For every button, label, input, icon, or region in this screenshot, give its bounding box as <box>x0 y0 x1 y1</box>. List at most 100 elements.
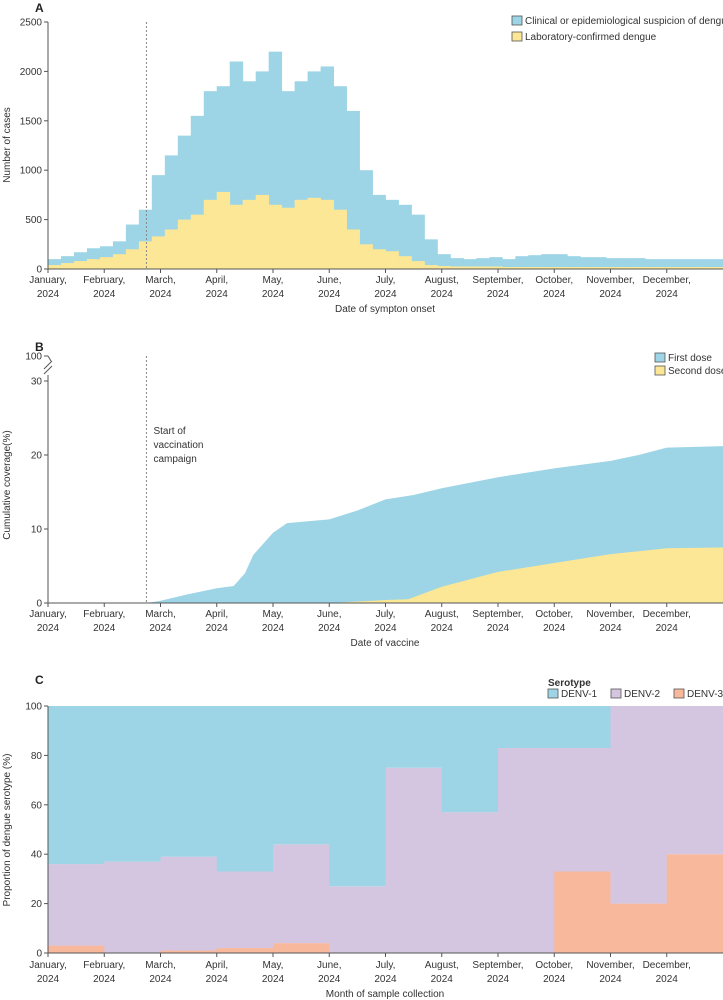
x-tick-label: August, 2024 <box>425 960 459 985</box>
x-tick-label-year: 2024 <box>206 623 229 634</box>
x-tick-label: May, 2024 <box>262 275 285 300</box>
x-tick-label: July, 2024 <box>374 960 397 985</box>
legend-suspected-swatch <box>511 15 523 26</box>
bar-denv-2 <box>666 706 723 855</box>
confirmed-case-bar <box>99 257 114 269</box>
x-tick-label-year: 2024 <box>93 623 116 634</box>
x-tick-label-month: August, <box>425 275 459 286</box>
y-tick-label: 80 <box>31 751 43 762</box>
x-tick-label-month: August, <box>425 960 459 971</box>
x-tick-label-month: November, <box>586 960 634 971</box>
confirmed-case-bar <box>112 254 127 269</box>
legend-denv-2-swatch <box>610 688 622 699</box>
suspected-case-bar <box>398 204 412 269</box>
confirmed-case-bar <box>398 256 412 269</box>
bar-denv-2 <box>104 861 161 953</box>
confirmed-case-bar <box>190 214 205 269</box>
suspected-case-bar <box>411 214 425 269</box>
x-tick-label-year: 2024 <box>487 623 510 634</box>
panel-b-ylabel: Cumulative coverage(%) <box>2 430 13 540</box>
x-tick-label-month: April, <box>205 609 228 620</box>
x-tick-label: November, 2024 <box>586 960 634 985</box>
legend-first-dose-swatch <box>654 352 666 363</box>
confirmed-case-bar <box>606 267 620 269</box>
legend-denv-2-label: DENV-2 <box>624 689 661 700</box>
x-tick-label-month: February, <box>83 609 125 620</box>
suspected-case-bar <box>684 259 698 269</box>
suspected-case-bar <box>697 259 711 269</box>
bar-denv-2 <box>610 706 668 904</box>
x-tick-label: March, 2024 <box>145 609 176 634</box>
x-tick-label: June, 2024 <box>317 609 341 634</box>
confirmed-case-bar <box>658 267 672 269</box>
legend-second-dose-label: Second dose <box>668 366 723 377</box>
x-tick-label-month: October, <box>535 960 573 971</box>
confirmed-case-bar <box>697 267 711 269</box>
x-tick-label-year: 2024 <box>262 289 285 300</box>
x-tick-label-month: June, <box>317 960 341 971</box>
x-tick-label-month: March, <box>145 960 176 971</box>
confirmed-case-bar <box>645 267 659 269</box>
x-tick-label-month: December, <box>643 960 691 971</box>
suspected-case-bar <box>567 256 581 269</box>
x-tick-label: February, 2024 <box>83 960 125 985</box>
x-tick-label-year: 2024 <box>599 974 622 985</box>
bar-denv-3 <box>48 945 105 953</box>
panel-c-letter: C <box>35 673 44 687</box>
suspected-case-bar <box>658 259 672 269</box>
confirmed-case-bar <box>528 267 542 269</box>
bar-denv-2 <box>441 812 499 953</box>
bar-denv-1 <box>160 706 218 857</box>
confirmed-case-bar <box>307 197 321 269</box>
confirmed-case-bar <box>515 267 529 269</box>
x-tick-label-month: September, <box>472 275 523 286</box>
x-tick-label-year: 2024 <box>37 289 60 300</box>
x-tick-label: April, 2024 <box>205 960 228 985</box>
x-tick-label: May, 2024 <box>262 960 285 985</box>
x-tick-label-year: 2024 <box>431 289 454 300</box>
bar-denv-1 <box>216 706 274 872</box>
confirmed-case-bar <box>203 199 218 269</box>
x-tick-label: December, 2024 <box>643 960 691 985</box>
legend-denv-1-swatch <box>547 688 559 699</box>
confirmed-case-bar <box>619 267 633 269</box>
confirmed-case-bar <box>242 199 257 269</box>
x-tick-label-month: November, <box>586 275 634 286</box>
x-tick-label-year: 2024 <box>431 974 454 985</box>
y-tick-label: 60 <box>31 800 43 811</box>
legend-second-dose-swatch <box>654 365 666 376</box>
confirmed-case-bar <box>593 267 607 269</box>
x-tick-label: September, 2024 <box>472 609 523 634</box>
confirmed-case-bar <box>320 199 334 269</box>
suspected-case-bar <box>710 259 723 269</box>
axis-break-mark <box>43 360 53 370</box>
bar-denv-3 <box>610 903 668 953</box>
confirmed-case-bar <box>632 267 646 269</box>
suspected-case-bar <box>463 259 477 269</box>
x-tick-label: April, 2024 <box>205 609 228 634</box>
x-tick-label-month: April, <box>205 275 228 286</box>
x-tick-label-year: 2024 <box>93 289 116 300</box>
confirmed-case-bar <box>567 267 581 269</box>
suspected-case-bar <box>450 258 464 269</box>
x-tick-label-year: 2024 <box>487 974 510 985</box>
y-tick-label: 40 <box>31 850 43 861</box>
confirmed-case-bar <box>177 219 192 269</box>
x-tick-label: June, 2024 <box>317 275 341 300</box>
legend-title: Serotype <box>548 678 591 689</box>
x-tick-label-year: 2024 <box>599 289 622 300</box>
confirmed-case-bar <box>151 236 166 269</box>
suspected-case-bar <box>554 254 568 269</box>
y-tick-label: 500 <box>25 215 42 226</box>
axis-break-mark <box>43 365 53 375</box>
panel-b-vaccine-chart: Start of vaccination campaign 0 10 20 30 100 Jan… <box>25 352 723 634</box>
y-tick-label: 20 <box>31 451 43 462</box>
x-tick-label-year: 2024 <box>149 974 172 985</box>
x-tick-label-year: 2024 <box>262 974 285 985</box>
legend-denv-1-label: DENV-1 <box>561 689 598 700</box>
bar-denv-3 <box>666 854 723 953</box>
bar-denv-3 <box>216 948 274 953</box>
suspected-case-bar <box>580 257 594 269</box>
confirmed-case-bar <box>229 204 244 269</box>
